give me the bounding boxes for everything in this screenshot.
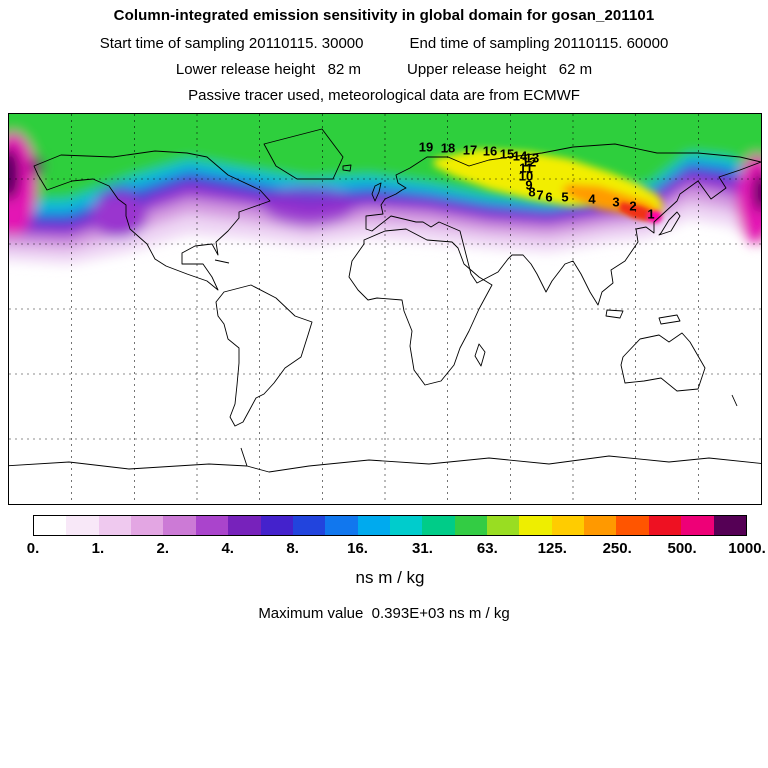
colorbar-segment: [228, 516, 261, 535]
trajectory-day-label: 2: [629, 198, 637, 214]
trajectory-labels-layer: 1 2 3 4 5 6 7 8 9 10 11 12 13 14 15 16 17 18 19: [9, 114, 761, 504]
trajectory-day-label: 12: [521, 154, 537, 170]
colorbar-segment: [487, 516, 520, 535]
colorbar-segment: [422, 516, 455, 535]
trajectory-day-label: 18: [440, 140, 456, 156]
colorbar-segment: [195, 516, 229, 535]
trajectory-day-label: 9: [525, 177, 533, 193]
end-time-text: End time of sampling 20110115. 60000: [409, 35, 669, 52]
colorbar-segment: [616, 516, 649, 535]
colorbar-segment: [325, 516, 358, 535]
trajectory-day-label: 14: [512, 148, 528, 164]
trajectory-day-label: 19: [418, 139, 434, 155]
colorbar-tick-label: 1000.: [728, 540, 766, 557]
colorbar-bar: [33, 515, 747, 536]
tracer-text: Passive tracer used, meteorological data…: [188, 87, 580, 104]
trajectory-day-label: 10: [518, 168, 534, 184]
page-title: Column-integrated emission sensitivity i…: [113, 7, 655, 24]
trajectory-day-label: 7: [536, 187, 544, 203]
colorbar-tick-label: 1.: [91, 540, 105, 557]
trajectory-day-label: 4: [588, 191, 596, 207]
colorbar-segment: [648, 516, 682, 535]
colorbar-tick-label: 31.: [412, 540, 433, 557]
colorbar-segment: [584, 516, 617, 535]
trajectory-day-label: 11: [519, 160, 533, 176]
map-svg: [9, 114, 761, 504]
trajectory-day-label: 8: [528, 184, 536, 200]
trajectory-day-label: 3: [612, 194, 620, 210]
graticule-grid: [9, 114, 761, 504]
trajectory-day-label: 6: [545, 189, 553, 205]
colorbar-segment: [98, 516, 132, 535]
colorbar-segment: [260, 516, 293, 535]
colorbar-segment: [34, 516, 67, 535]
colorbar-tick-label: 63.: [476, 540, 498, 557]
colorbar-tick-label: 2.: [156, 540, 170, 557]
colorbar-segment: [163, 516, 196, 535]
colorbar-segment: [292, 516, 326, 535]
colorbar-tick-labels: 0. 1. 2. 4. 8. 16. 31. 63. 125. 250. 500. 1000.: [27, 540, 766, 558]
world-map-panel: 1 2 3 4 5 6 7 8 9 10 11 12 13 14 15 16 17 18 19: [8, 113, 762, 505]
release-height-line: Lower release height 82 m Upper release …: [0, 61, 768, 78]
colorbar-tick-label: 250.: [602, 540, 632, 557]
colorbar-segment: [66, 516, 99, 535]
colorbar-tick-label: 8.: [286, 540, 299, 557]
colorbar-tick-label: 125.: [537, 540, 567, 557]
colorbar-segment: [454, 516, 488, 535]
colorbar-segment: [551, 516, 585, 535]
colorbar-segment: [681, 516, 714, 535]
colorbar-tick-label: 16.: [347, 540, 368, 557]
colorbar-segment: [713, 516, 746, 535]
trajectory-day-label: 1: [647, 206, 655, 222]
colorbar-segment: [131, 516, 164, 535]
trajectory-day-label: 17: [462, 142, 478, 158]
colorbar: 0. 1. 2. 4. 8. 16. 31. 63. 125. 250. 500. 1000.: [27, 515, 766, 558]
trajectory-day-label: 16: [482, 143, 498, 159]
maximum-value-text: Maximum value 0.393E+03 ns m / kg: [258, 605, 510, 622]
coastline-layer: [9, 128, 761, 473]
sampling-time-line: Start time of sampling 20110115. 30000 E…: [0, 35, 768, 52]
upper-release-text: Upper release height 62 m: [407, 61, 593, 78]
colorbar-units-label: ns m / kg: [355, 568, 425, 587]
plot-header: Column-integrated emission sensitivity i…: [0, 0, 768, 104]
tracer-line: Passive tracer used, meteorological data…: [0, 87, 768, 104]
colorbar-tick-label: 0.: [26, 540, 40, 557]
colorbar-segment: [357, 516, 390, 535]
colorbar-tick-label: 4.: [221, 540, 234, 557]
trajectory-day-label: 5: [561, 189, 569, 205]
trajectory-day-label: 13: [524, 150, 540, 166]
colorbar-tick-label: 500.: [667, 540, 697, 557]
colorbar-segment: [389, 516, 423, 535]
start-time-text: Start time of sampling 20110115. 30000: [99, 35, 364, 52]
trajectory-day-label: 15: [499, 146, 515, 162]
colorbar-segment: [519, 516, 552, 535]
lower-release-text: Lower release height 82 m: [175, 61, 361, 78]
